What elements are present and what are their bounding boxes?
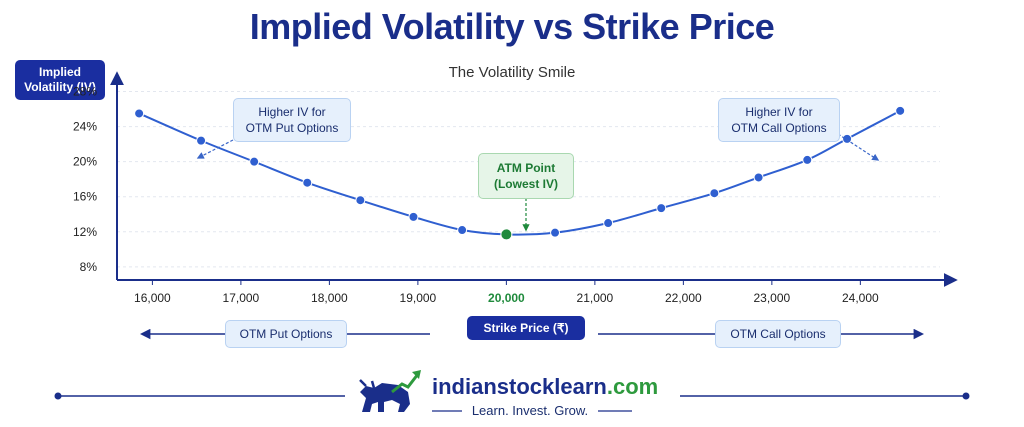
chart-subtitle: The Volatility Smile (448, 64, 576, 81)
data-point (802, 154, 813, 165)
x-tick-labels: 16,000 17,000 18,000 19,000 20,000 21,000 22,0… (134, 280, 879, 305)
iv-smile-line (138, 109, 901, 236)
data-point (249, 156, 260, 167)
y-tick-label: 20% (73, 155, 97, 169)
left-callout-arrow (196, 139, 234, 159)
x-tick-label: 23,000 (754, 291, 791, 305)
x-tick-label: 22,000 (665, 291, 702, 305)
left-callout: Higher IV for OTM Put Options (233, 98, 351, 142)
call-region-label: OTM Call Options (715, 320, 841, 348)
x-axis-label: Strike Price (₹) (467, 316, 585, 340)
put-region-label: OTM Put Options (225, 320, 347, 348)
brand-name: indianstocklearn.com (432, 374, 659, 399)
x-tick-label: 19,000 (400, 291, 437, 305)
chart-title: Implied Volatility vs Strike Price (249, 6, 775, 47)
data-point (842, 133, 853, 144)
data-point (196, 135, 207, 146)
footer-divider-right-dot (962, 392, 970, 400)
y-axis-label: Implied Volatility (IV) (15, 60, 105, 100)
data-points (134, 105, 906, 241)
x-tick-label: 18,000 (311, 291, 348, 305)
data-point (355, 195, 366, 206)
x-tick-label: 20,000 (488, 291, 525, 305)
data-point (302, 177, 313, 188)
data-point (709, 188, 720, 199)
y-tick-label: 12% (73, 225, 97, 239)
y-tick-labels: 8% 12% 16% 20% 24% 28% (73, 85, 97, 274)
x-tick-label: 24,000 (842, 291, 879, 305)
brand-tagline: Learn. Invest. Grow. (471, 403, 589, 418)
right-callout-arrow (837, 133, 880, 161)
data-point (134, 108, 145, 119)
data-point (550, 227, 561, 238)
x-tick-label: 17,000 (223, 291, 260, 305)
footer-divider-left-dot (54, 392, 62, 400)
data-point (457, 225, 468, 236)
data-point (603, 218, 614, 229)
y-tick-label: 28% (73, 85, 97, 99)
data-point (753, 172, 764, 183)
y-tick-label: 24% (73, 120, 97, 134)
atm-callout: ATM Point (Lowest IV) (478, 153, 574, 199)
data-point (656, 203, 667, 214)
y-tick-label: 16% (73, 190, 97, 204)
x-tick-label: 16,000 (134, 291, 171, 305)
y-tick-label: 8% (80, 260, 98, 274)
data-point (408, 211, 419, 222)
data-point (895, 105, 906, 116)
atm-data-point (500, 228, 513, 241)
x-tick-label: 21,000 (577, 291, 614, 305)
bull-with-rising-arrow-icon (359, 370, 421, 412)
right-callout: Higher IV for OTM Call Options (718, 98, 840, 142)
